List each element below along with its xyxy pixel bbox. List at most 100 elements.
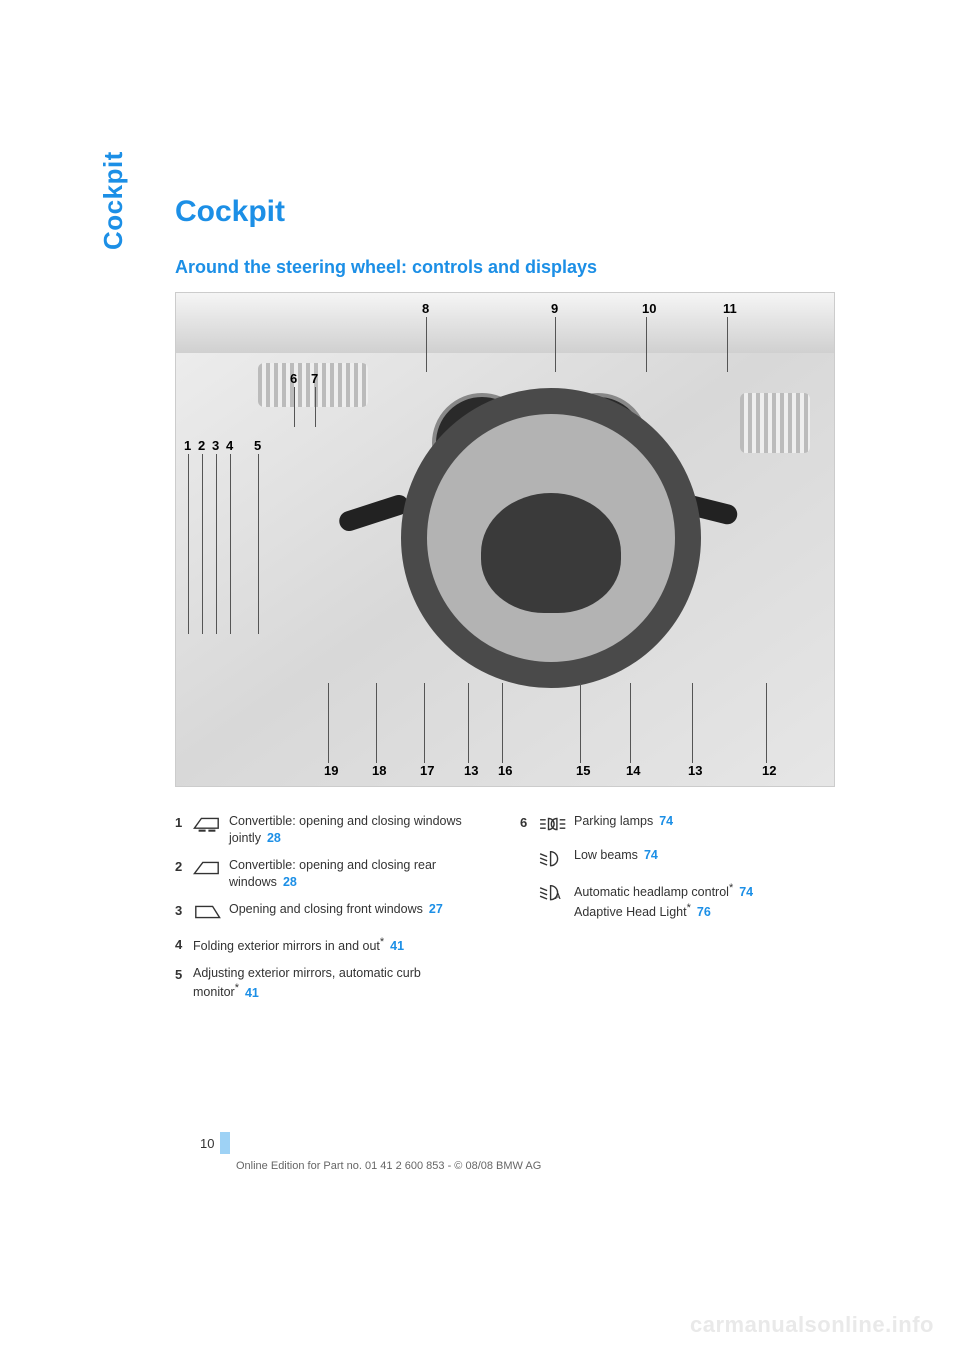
callout-11: 11 [723, 301, 737, 316]
legend-col-left: 1 Convertible: opening and closing window… [175, 813, 490, 1011]
legend-icon [193, 901, 229, 925]
legend-item: 5Adjusting exterior mirrors, automatic c… [175, 965, 490, 1002]
leader-line [692, 683, 693, 763]
leader-line [580, 683, 581, 763]
leader-line [294, 387, 295, 427]
steering-hub [481, 493, 621, 613]
legend-num: 2 [175, 857, 193, 874]
page-number-box: 10 [200, 1132, 230, 1154]
callout-9: 9 [551, 301, 558, 316]
legend-num [520, 847, 538, 849]
page-tab [220, 1132, 230, 1154]
legend-item: 6 Parking lamps74 [520, 813, 835, 837]
callout-4: 4 [226, 438, 233, 453]
callout-16: 16 [498, 763, 512, 778]
callout-3: 3 [212, 438, 219, 453]
legend-num: 4 [175, 935, 193, 952]
leader-line [230, 454, 231, 634]
legend-num: 1 [175, 813, 193, 830]
legend-num [520, 881, 538, 883]
legend-num: 5 [175, 965, 193, 982]
leader-line [188, 454, 189, 634]
page-ref[interactable]: 41 [390, 939, 404, 953]
cockpit-figure: 8910116712345191817131615141312 [175, 292, 835, 787]
page-ref[interactable]: 74 [739, 885, 753, 899]
page-ref[interactable]: 28 [283, 875, 297, 889]
legend-item: 4Folding exterior mirrors in and out*41 [175, 935, 490, 955]
legend-text: Parking lamps74 [574, 813, 835, 830]
leader-line [766, 683, 767, 763]
legend-text: Adjusting exterior mirrors, automatic cu… [193, 965, 490, 1002]
page-ref[interactable]: 27 [429, 902, 443, 916]
leader-line [727, 317, 728, 372]
callout-13: 13 [688, 763, 702, 778]
legend-item: Low beams74 [520, 847, 835, 871]
legend-icon [538, 813, 574, 837]
autohead-icon: A [538, 882, 566, 902]
page-subtitle: Around the steering wheel: controls and … [175, 257, 835, 278]
legend-icon [193, 857, 229, 881]
legend-item: 1 Convertible: opening and closing window… [175, 813, 490, 847]
page-ref[interactable]: 76 [697, 905, 711, 919]
callout-2: 2 [198, 438, 205, 453]
legend-icon [538, 847, 574, 871]
page-ref[interactable]: 28 [267, 831, 281, 845]
legend-text: Folding exterior mirrors in and out*41 [193, 935, 490, 955]
legend-text: Convertible: opening and closing windows… [229, 813, 490, 847]
win-rear-icon [193, 858, 221, 878]
leader-line [646, 317, 647, 372]
leader-line [424, 683, 425, 763]
legend-col-right: 6 Parking lamps74 Low beams74 A Automatic he… [520, 813, 835, 1011]
page-ref[interactable]: 74 [659, 814, 673, 828]
legend-text: Automatic headlamp control*74Adaptive He… [574, 881, 835, 921]
win-all-icon [193, 814, 221, 834]
leader-line [468, 683, 469, 763]
leader-line [258, 454, 259, 634]
legend-icon [193, 813, 229, 837]
air-vent-right [740, 393, 810, 453]
page-ref[interactable]: 41 [245, 986, 259, 1000]
legend-num: 6 [520, 813, 538, 830]
parking-icon [538, 814, 566, 834]
footer-line: Online Edition for Part no. 01 41 2 600 … [236, 1160, 541, 1172]
leader-line [502, 683, 503, 763]
svg-text:A: A [555, 891, 561, 901]
page-content: Cockpit Around the steering wheel: contr… [175, 195, 835, 1011]
leader-line [426, 317, 427, 372]
legend-text: Convertible: opening and closing rear wi… [229, 857, 490, 891]
callout-7: 7 [311, 371, 318, 386]
legend-item: 3Opening and closing front windows27 [175, 901, 490, 925]
section-tab: Cockpit [98, 151, 129, 250]
legend-icon: A [538, 881, 574, 905]
callout-13: 13 [464, 763, 478, 778]
callout-12: 12 [762, 763, 776, 778]
callout-8: 8 [422, 301, 429, 316]
callout-6: 6 [290, 371, 297, 386]
win-front-icon [193, 902, 221, 922]
lowbeam-icon [538, 848, 566, 868]
callout-17: 17 [420, 763, 434, 778]
callout-15: 15 [576, 763, 590, 778]
leader-line [216, 454, 217, 634]
leader-line [630, 683, 631, 763]
callout-5: 5 [254, 438, 261, 453]
legend-text: Opening and closing front windows27 [229, 901, 490, 918]
callout-19: 19 [324, 763, 338, 778]
legend-item: 2 Convertible: opening and closing rear w… [175, 857, 490, 891]
callout-10: 10 [642, 301, 656, 316]
leader-line [202, 454, 203, 634]
legend-item: A Automatic headlamp control*74Adaptive H… [520, 881, 835, 921]
page-title: Cockpit [175, 195, 835, 229]
leader-line [376, 683, 377, 763]
stalk-left [337, 492, 412, 533]
leader-line [315, 387, 316, 427]
leader-line [555, 317, 556, 372]
legend: 1 Convertible: opening and closing window… [175, 813, 835, 1011]
callout-1: 1 [184, 438, 191, 453]
watermark: carmanualsonline.info [690, 1312, 934, 1338]
callout-14: 14 [626, 763, 640, 778]
callout-18: 18 [372, 763, 386, 778]
legend-text: Low beams74 [574, 847, 835, 864]
page-number: 10 [200, 1136, 220, 1151]
page-ref[interactable]: 74 [644, 848, 658, 862]
